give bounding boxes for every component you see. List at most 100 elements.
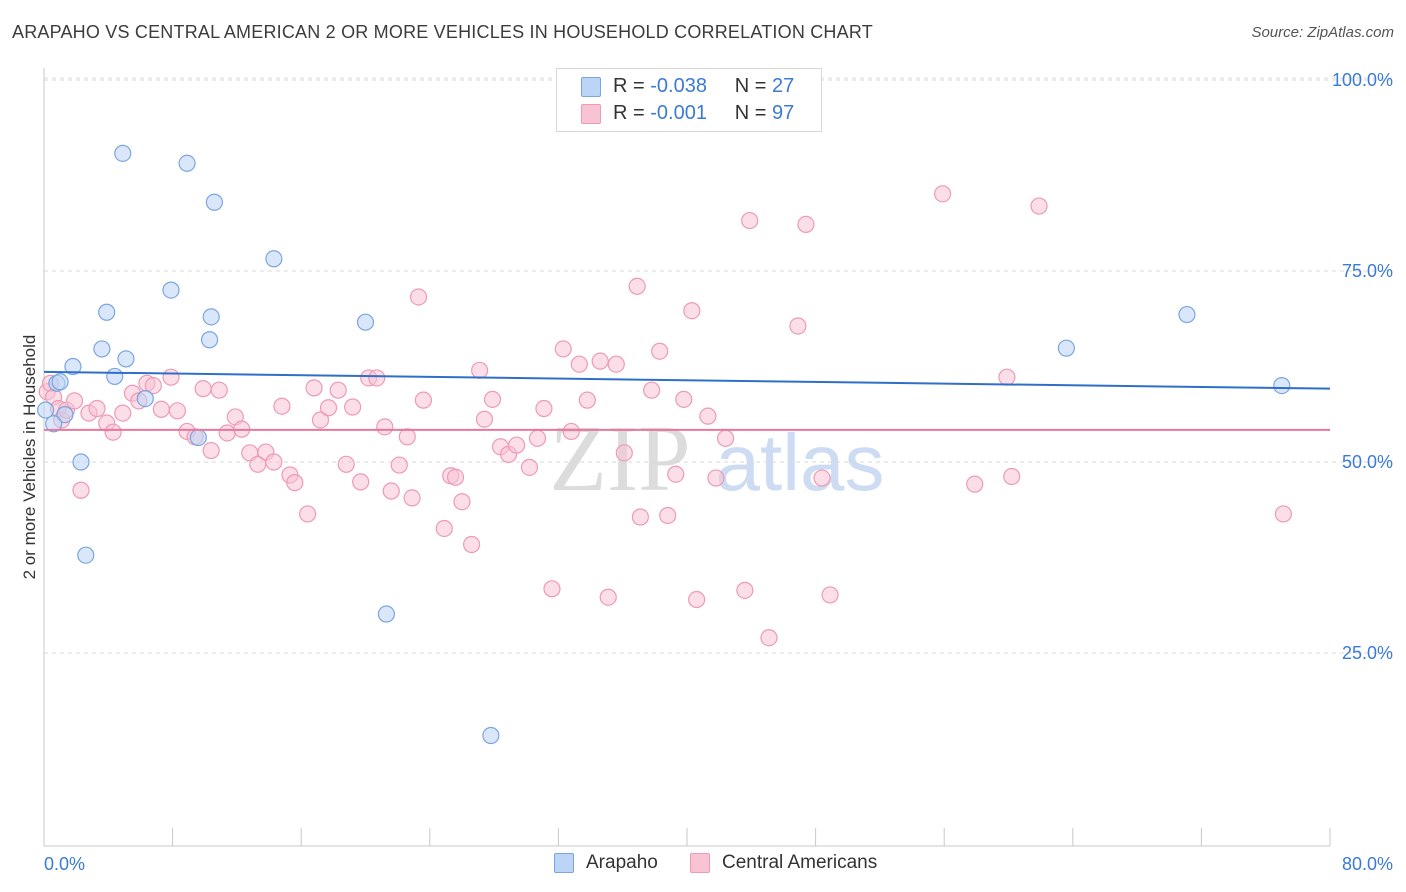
- central-americans-point: [520, 458, 539, 476]
- arapaho-point: [202, 308, 220, 326]
- arapaho-point: [114, 144, 132, 162]
- central-americans-point: [760, 629, 778, 647]
- central-americans-point: [265, 453, 283, 471]
- central-americans-point: [319, 399, 338, 417]
- central-legend-label: Central Americans: [722, 852, 878, 873]
- central-americans-point: [398, 428, 416, 446]
- watermark: ZIP atlas: [550, 407, 885, 511]
- central-americans-point: [344, 398, 362, 416]
- central-americans-point: [446, 468, 465, 486]
- central-swatch: [581, 104, 601, 124]
- r-value: -0.038: [650, 75, 707, 97]
- n-value: 27: [772, 75, 795, 97]
- central-americans-point: [535, 399, 553, 418]
- central-americans-point: [643, 381, 661, 399]
- central-americans-point: [409, 288, 428, 306]
- arapaho-point: [162, 281, 180, 299]
- central-americans-point: [168, 402, 187, 420]
- n-label: N =: [734, 102, 773, 124]
- central-americans-point: [675, 390, 693, 408]
- r-value: -0.001: [650, 102, 707, 124]
- central-americans-point: [368, 369, 386, 387]
- x-tick-label: 0.0%: [44, 854, 85, 874]
- central-americans-point: [273, 397, 291, 415]
- central-americans-point: [286, 474, 304, 492]
- central-americans-point: [299, 505, 317, 523]
- central-americans-point: [329, 381, 347, 399]
- central-americans-point: [998, 368, 1016, 386]
- central-americans-point: [570, 355, 588, 373]
- arapaho-point: [45, 415, 63, 433]
- arapaho-point: [205, 193, 223, 211]
- central-americans-point: [311, 411, 330, 429]
- arapaho-point: [265, 250, 283, 268]
- arapaho-point: [356, 313, 375, 331]
- central-americans-point: [699, 407, 717, 425]
- r-label: R =: [613, 75, 651, 97]
- central-americans-point: [435, 519, 453, 538]
- central-americans-point: [1274, 505, 1292, 523]
- central-americans-point: [707, 469, 725, 487]
- central-americans-point: [483, 390, 502, 408]
- central-americans-point: [528, 429, 547, 447]
- arapaho-point: [482, 726, 500, 745]
- arapaho-point: [64, 357, 82, 376]
- central-americans-point: [88, 399, 106, 418]
- central-americans-point: [628, 277, 646, 295]
- arapaho-point: [98, 303, 116, 321]
- central-americans-point: [65, 392, 84, 410]
- central-americans-point: [462, 535, 481, 554]
- central-americans-point: [659, 506, 677, 525]
- central-americans-point: [789, 317, 807, 335]
- central-americans-point: [202, 441, 220, 460]
- central-americans-point: [104, 423, 122, 441]
- arapaho-point: [106, 367, 124, 386]
- arapaho-point: [93, 340, 111, 358]
- arapaho-legend-swatch: [554, 853, 574, 873]
- central-americans-point: [543, 580, 561, 598]
- central-americans-point: [453, 493, 471, 511]
- central-americans-point: [390, 456, 408, 474]
- arapaho-point: [178, 154, 196, 172]
- central-americans-point: [162, 368, 180, 386]
- arapaho-point: [1178, 305, 1196, 324]
- arapaho-point: [77, 546, 95, 564]
- central-americans-point: [337, 455, 355, 473]
- central-americans-point: [821, 586, 839, 604]
- x-tick-label: 80.0%: [1342, 854, 1393, 874]
- central-americans-point: [72, 481, 90, 499]
- chart-title: ARAPAHO VS CENTRAL AMERICAN 2 OR MORE VE…: [12, 22, 873, 42]
- central-americans-point: [210, 381, 228, 399]
- central-americans-point: [562, 422, 580, 441]
- arapaho-point: [1273, 377, 1291, 395]
- arapaho-point: [200, 331, 219, 349]
- central-americans-point: [1003, 467, 1021, 486]
- correlation-legend: R = -0.038 N = 27 R = -0.001 N = 97: [556, 68, 822, 132]
- y-tick-label: 25.0%: [1342, 643, 1393, 663]
- central-americans-point: [376, 418, 394, 436]
- central-americans-point: [631, 508, 649, 526]
- central-americans-point: [688, 590, 706, 609]
- n-value: 97: [772, 102, 795, 124]
- central-americans-point: [813, 469, 831, 487]
- central-americans-point: [403, 489, 421, 507]
- arapaho-point: [51, 373, 69, 391]
- y-tick-label: 100.0%: [1332, 70, 1393, 90]
- central-americans-point: [966, 475, 984, 493]
- arapaho-point: [37, 401, 55, 419]
- central-americans-point: [933, 185, 952, 203]
- y-tick-label: 50.0%: [1342, 452, 1393, 472]
- arapaho-point: [189, 428, 207, 447]
- arapaho-point: [377, 605, 395, 623]
- central-americans-point: [218, 424, 236, 442]
- central-legend-swatch: [690, 853, 710, 873]
- central-americans-point: [352, 473, 370, 491]
- central-americans-point: [683, 302, 701, 320]
- arapaho-point: [72, 453, 90, 471]
- central-americans-point: [651, 342, 669, 360]
- central-americans-point: [591, 352, 609, 370]
- central-americans-point: [599, 588, 617, 606]
- central-americans-point: [736, 581, 754, 599]
- arapaho-point: [56, 406, 74, 424]
